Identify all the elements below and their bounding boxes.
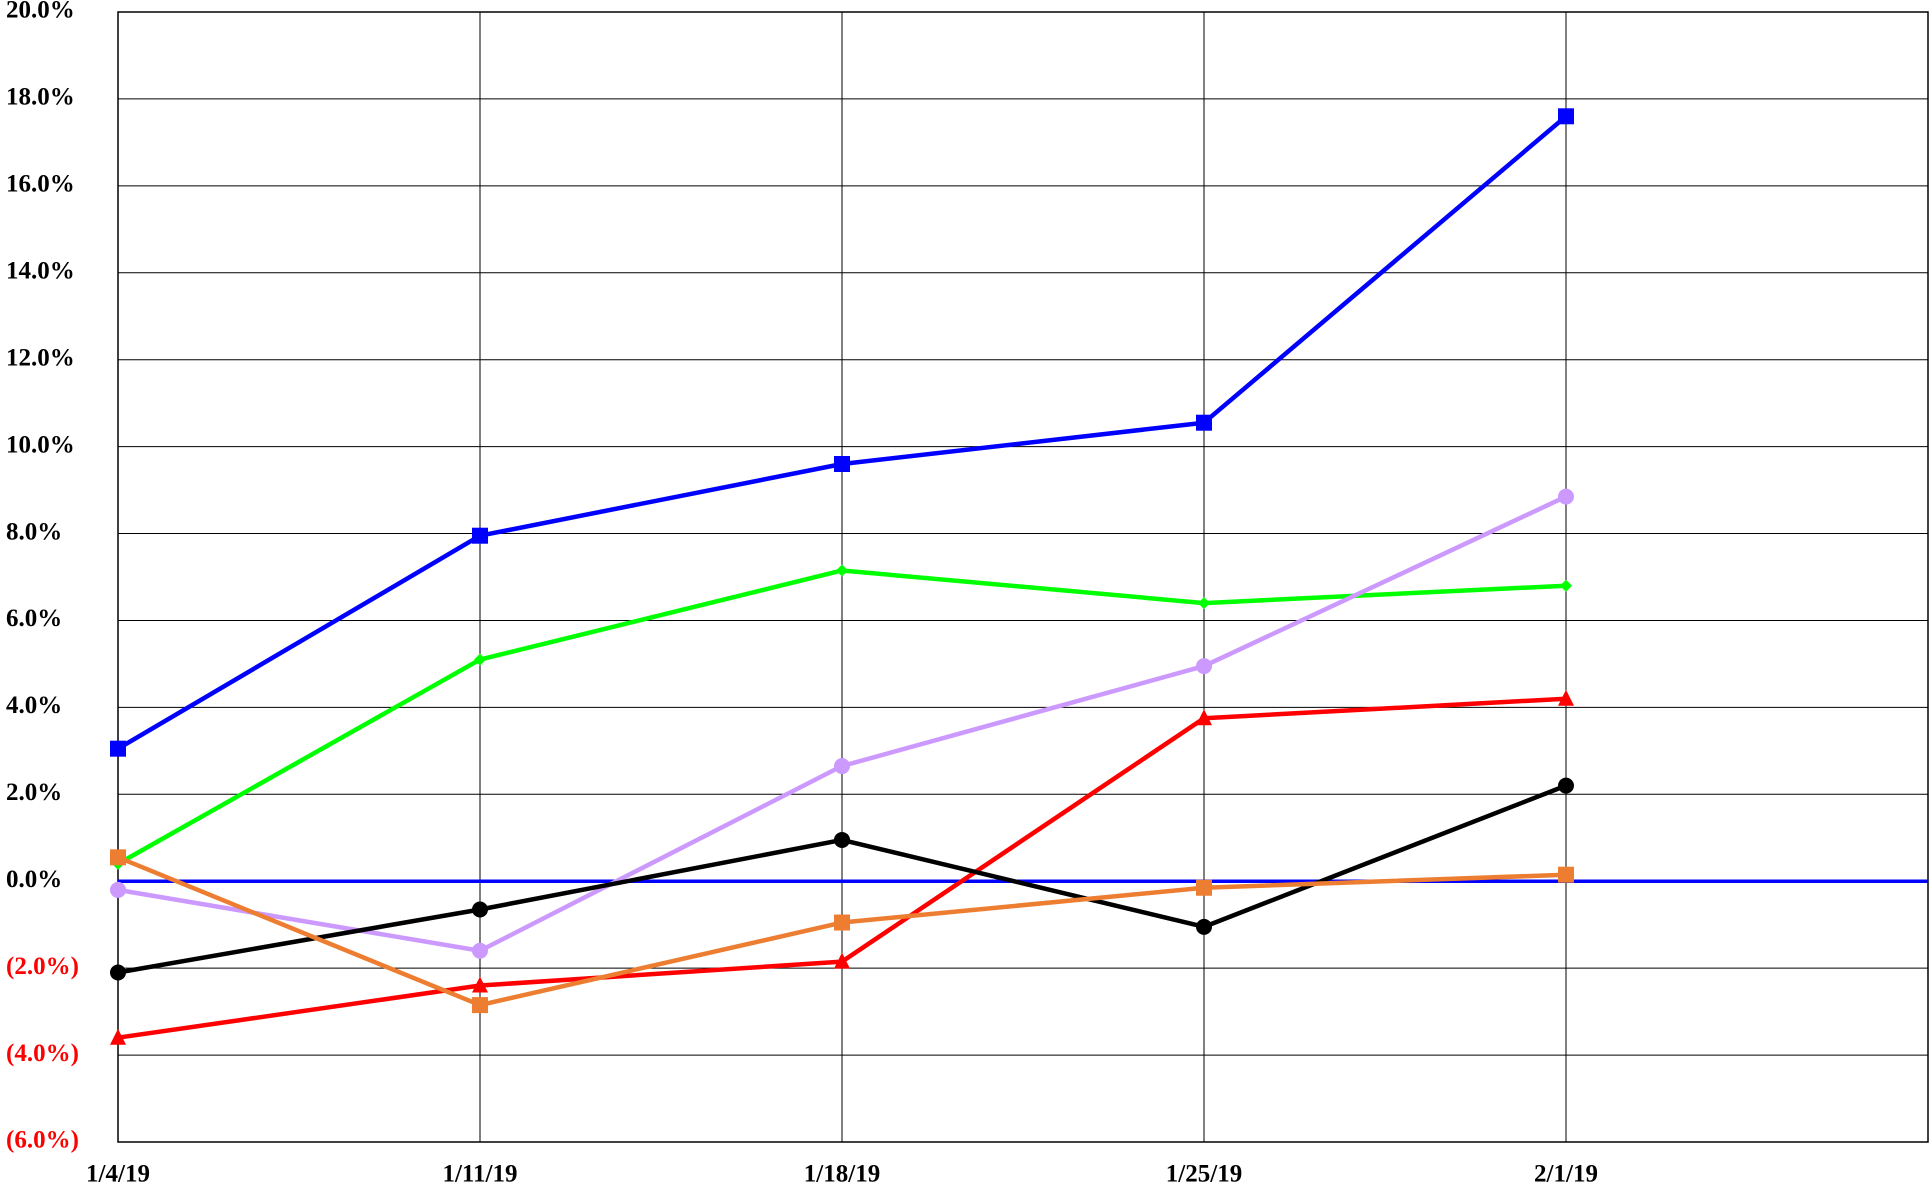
marker bbox=[834, 831, 850, 848]
y-tick-label: 6.0% bbox=[6, 605, 62, 632]
y-tick-label: 16.0% bbox=[6, 171, 75, 198]
y-tick-label: 10.0% bbox=[6, 431, 75, 458]
x-tick-label: 2/1/19 bbox=[1534, 1161, 1598, 1188]
marker bbox=[110, 849, 126, 866]
y-tick-label: 12.0% bbox=[6, 344, 75, 371]
marker bbox=[1196, 709, 1212, 726]
y-tick-label: 20.0% bbox=[6, 0, 75, 24]
marker bbox=[834, 758, 850, 775]
marker bbox=[472, 901, 488, 918]
marker bbox=[110, 1028, 126, 1045]
y-tick-label: 18.0% bbox=[6, 84, 75, 111]
y-tick-label: (4.0%) bbox=[6, 1040, 79, 1067]
y-tick-label: 8.0% bbox=[6, 518, 62, 545]
marker bbox=[836, 564, 848, 577]
x-tick-label: 1/25/19 bbox=[1166, 1161, 1242, 1188]
y-tick-label: 14.0% bbox=[6, 258, 75, 285]
marker bbox=[834, 456, 850, 472]
marker bbox=[110, 964, 126, 981]
marker bbox=[1558, 777, 1574, 794]
x-tick-label: 1/4/19 bbox=[86, 1161, 150, 1188]
marker bbox=[472, 527, 488, 544]
marker bbox=[1558, 488, 1574, 505]
x-tick-label: 1/11/19 bbox=[442, 1161, 517, 1188]
marker bbox=[1558, 689, 1574, 706]
marker bbox=[1196, 414, 1212, 431]
y-tick-label: (6.0%) bbox=[6, 1127, 79, 1154]
marker bbox=[110, 881, 126, 898]
plot-border bbox=[117, 11, 1929, 1143]
marker bbox=[1196, 918, 1212, 935]
y-tick-label: 4.0% bbox=[6, 692, 62, 719]
y-tick-label: 2.0% bbox=[6, 779, 62, 806]
x-tick-label: 1/18/19 bbox=[804, 1161, 880, 1188]
marker bbox=[472, 976, 488, 993]
marker bbox=[472, 997, 488, 1014]
marker bbox=[1198, 597, 1210, 610]
marker bbox=[474, 653, 486, 666]
marker bbox=[1558, 108, 1574, 125]
marker bbox=[1196, 879, 1212, 896]
marker bbox=[1558, 866, 1574, 883]
marker bbox=[110, 740, 126, 757]
marker bbox=[834, 914, 850, 931]
y-tick-label: (2.0%) bbox=[6, 953, 79, 980]
marker bbox=[834, 952, 850, 969]
marker bbox=[1196, 658, 1212, 675]
marker bbox=[472, 942, 488, 959]
marker bbox=[1560, 579, 1572, 592]
y-tick-label: 0.0% bbox=[6, 866, 62, 893]
